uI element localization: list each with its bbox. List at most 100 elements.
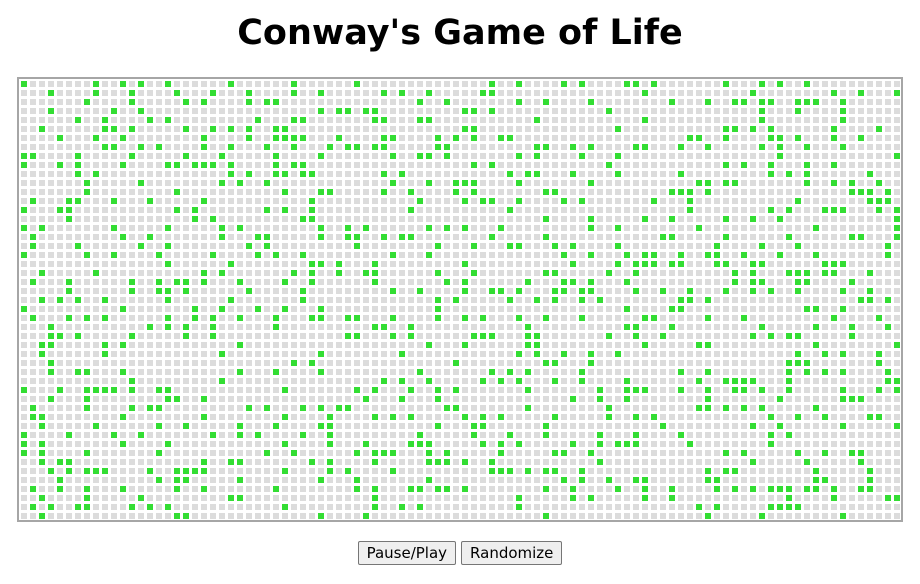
cell-dead[interactable] <box>120 225 126 231</box>
cell-dead[interactable] <box>426 333 432 339</box>
cell-dead[interactable] <box>273 477 279 483</box>
cell-dead[interactable] <box>687 180 693 186</box>
cell-dead[interactable] <box>444 423 450 429</box>
cell-dead[interactable] <box>327 333 333 339</box>
cell-dead[interactable] <box>426 369 432 375</box>
cell-dead[interactable] <box>156 369 162 375</box>
cell-dead[interactable] <box>21 513 27 519</box>
cell-dead[interactable] <box>831 477 837 483</box>
cell-dead[interactable] <box>597 513 603 519</box>
cell-dead[interactable] <box>804 261 810 267</box>
cell-dead[interactable] <box>363 234 369 240</box>
cell-alive[interactable] <box>381 234 387 240</box>
cell-dead[interactable] <box>669 450 675 456</box>
cell-dead[interactable] <box>489 135 495 141</box>
cell-dead[interactable] <box>156 324 162 330</box>
cell-dead[interactable] <box>192 495 198 501</box>
cell-dead[interactable] <box>264 441 270 447</box>
cell-dead[interactable] <box>237 288 243 294</box>
cell-dead[interactable] <box>723 369 729 375</box>
cell-dead[interactable] <box>147 207 153 213</box>
cell-dead[interactable] <box>291 468 297 474</box>
cell-alive[interactable] <box>300 252 306 258</box>
cell-dead[interactable] <box>876 333 882 339</box>
cell-dead[interactable] <box>417 144 423 150</box>
cell-dead[interactable] <box>417 171 423 177</box>
cell-dead[interactable] <box>786 450 792 456</box>
cell-dead[interactable] <box>885 288 891 294</box>
cell-dead[interactable] <box>660 225 666 231</box>
cell-dead[interactable] <box>93 225 99 231</box>
cell-dead[interactable] <box>273 198 279 204</box>
cell-dead[interactable] <box>714 144 720 150</box>
cell-dead[interactable] <box>624 171 630 177</box>
cell-dead[interactable] <box>840 342 846 348</box>
cell-dead[interactable] <box>705 333 711 339</box>
cell-dead[interactable] <box>453 126 459 132</box>
cell-dead[interactable] <box>363 324 369 330</box>
cell-dead[interactable] <box>192 99 198 105</box>
cell-dead[interactable] <box>669 270 675 276</box>
cell-dead[interactable] <box>21 261 27 267</box>
cell-dead[interactable] <box>795 189 801 195</box>
cell-dead[interactable] <box>822 126 828 132</box>
cell-dead[interactable] <box>570 351 576 357</box>
cell-alive[interactable] <box>804 270 810 276</box>
cell-dead[interactable] <box>633 459 639 465</box>
cell-dead[interactable] <box>633 108 639 114</box>
cell-alive[interactable] <box>831 180 837 186</box>
cell-dead[interactable] <box>768 342 774 348</box>
cell-dead[interactable] <box>183 414 189 420</box>
cell-dead[interactable] <box>498 504 504 510</box>
cell-dead[interactable] <box>822 180 828 186</box>
cell-alive[interactable] <box>48 396 54 402</box>
cell-dead[interactable] <box>57 369 63 375</box>
cell-alive[interactable] <box>606 270 612 276</box>
cell-dead[interactable] <box>831 468 837 474</box>
cell-dead[interactable] <box>876 90 882 96</box>
cell-alive[interactable] <box>795 504 801 510</box>
cell-dead[interactable] <box>606 243 612 249</box>
cell-dead[interactable] <box>894 405 900 411</box>
cell-dead[interactable] <box>192 513 198 519</box>
cell-dead[interactable] <box>408 468 414 474</box>
cell-alive[interactable] <box>840 351 846 357</box>
cell-dead[interactable] <box>498 108 504 114</box>
cell-alive[interactable] <box>264 234 270 240</box>
cell-dead[interactable] <box>156 81 162 87</box>
cell-dead[interactable] <box>444 189 450 195</box>
cell-dead[interactable] <box>183 486 189 492</box>
cell-alive[interactable] <box>408 414 414 420</box>
cell-dead[interactable] <box>102 486 108 492</box>
cell-dead[interactable] <box>552 90 558 96</box>
cell-dead[interactable] <box>552 171 558 177</box>
cell-alive[interactable] <box>516 495 522 501</box>
cell-dead[interactable] <box>183 207 189 213</box>
cell-dead[interactable] <box>741 504 747 510</box>
cell-dead[interactable] <box>822 171 828 177</box>
cell-dead[interactable] <box>561 342 567 348</box>
cell-dead[interactable] <box>273 225 279 231</box>
cell-dead[interactable] <box>138 207 144 213</box>
cell-dead[interactable] <box>750 297 756 303</box>
cell-dead[interactable] <box>489 270 495 276</box>
cell-alive[interactable] <box>183 324 189 330</box>
cell-dead[interactable] <box>192 324 198 330</box>
cell-alive[interactable] <box>651 198 657 204</box>
cell-dead[interactable] <box>651 369 657 375</box>
cell-dead[interactable] <box>444 468 450 474</box>
cell-dead[interactable] <box>147 315 153 321</box>
cell-alive[interactable] <box>534 297 540 303</box>
cell-dead[interactable] <box>354 342 360 348</box>
cell-dead[interactable] <box>21 351 27 357</box>
cell-dead[interactable] <box>822 243 828 249</box>
cell-alive[interactable] <box>102 126 108 132</box>
cell-alive[interactable] <box>687 297 693 303</box>
cell-dead[interactable] <box>705 351 711 357</box>
cell-dead[interactable] <box>336 495 342 501</box>
cell-dead[interactable] <box>840 252 846 258</box>
cell-dead[interactable] <box>444 324 450 330</box>
cell-dead[interactable] <box>57 396 63 402</box>
cell-dead[interactable] <box>273 378 279 384</box>
cell-alive[interactable] <box>237 477 243 483</box>
